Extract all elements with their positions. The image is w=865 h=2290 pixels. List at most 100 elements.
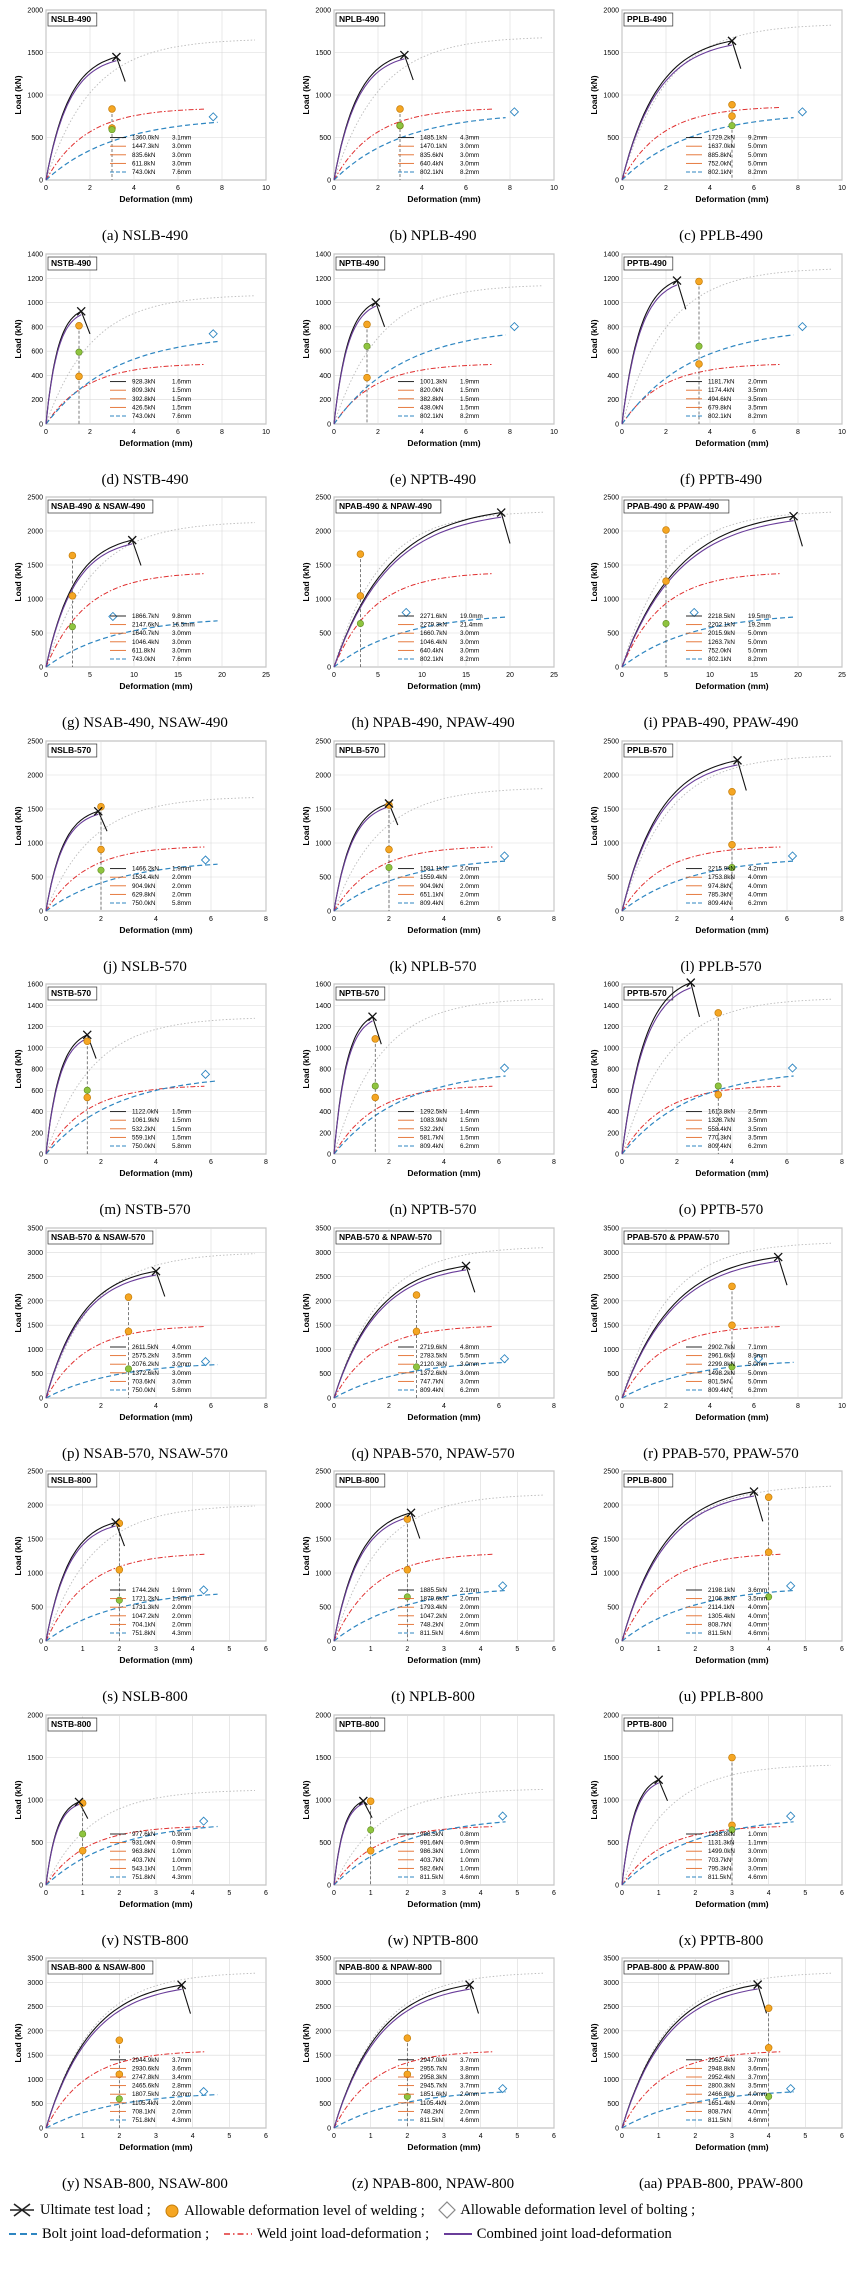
combined-curve (621, 1260, 779, 1398)
y-tick-label: 1400 (27, 1003, 43, 1010)
data-label-deformation: 3.5mm (748, 395, 767, 402)
chart-svg: 0 1 2 3 4 5 6 0 500 1000 1500 2000 2500 3000 3500 Defor… (589, 1956, 844, 2153)
combined-allow-marker (125, 1364, 133, 1372)
y-tick-label: 1000 (603, 1797, 619, 1804)
weld-allow-marker (728, 112, 736, 120)
data-label-load: 802.1kN (420, 169, 444, 176)
data-label-load: 809.4kN (420, 1143, 444, 1150)
bolt-curve (621, 333, 794, 424)
data-label-load: 904.9kN (420, 882, 444, 889)
weld-allow-marker (764, 2004, 773, 2012)
combined-curve (333, 516, 502, 668)
y-tick-label: 2000 (315, 529, 331, 536)
legend-combined-curve: Combined joint load-deformation (443, 2222, 672, 2246)
chart-caption: (q) NPAB-570, NPAW-570 (351, 1445, 515, 1462)
chart-caption: (l) PPLB-570 (680, 958, 762, 975)
weld-allow-marker (728, 101, 736, 109)
chart-panel: 0 1 2 3 4 5 6 0 500 1000 1500 2000 2500 3000 3500 Defor… (298, 1950, 568, 2193)
bolt-allow-marker (509, 321, 520, 331)
x-tick-label: 0 (620, 1890, 624, 1897)
data-label-deformation: 2.0mm (172, 891, 191, 898)
x-tick-label: 0 (44, 429, 48, 436)
data-label-deformation: 3.5mm (748, 1596, 767, 1603)
y-tick-label: 2500 (315, 1274, 331, 1281)
bolt-allow-marker (200, 1069, 211, 1079)
y-tick-label: 2000 (603, 529, 619, 536)
data-label-load: 1731.3kN (132, 1604, 159, 1611)
y-tick-label: 0 (39, 421, 43, 428)
chart-panel: 0 2 4 6 8 10 0 500 1000 1500 2000 Deformation (mm) L… (298, 2, 568, 245)
combined-curve (621, 1781, 659, 1885)
data-label-load: 835.6kN (420, 152, 444, 159)
data-label-deformation: 3.0mm (460, 152, 479, 159)
x-axis-label: Deformation (mm) (695, 681, 768, 691)
combined-curve (621, 1988, 758, 2129)
data-label-load: 2279.3kN (420, 622, 447, 629)
legend-bolt-curve: Bolt joint load-deformation ; (8, 2222, 209, 2246)
x-tick-label: 4 (767, 1890, 771, 1897)
data-label-load: 2800.3kN (708, 2083, 735, 2090)
x-tick-label: 8 (796, 1403, 800, 1410)
test-curve (621, 40, 742, 181)
data-label-deformation: 8.2mm (460, 169, 479, 176)
y-tick-label: 2500 (315, 1469, 331, 1476)
combined-curve (333, 1020, 373, 1155)
chart-panel: 0 5 10 15 20 25 0 500 1000 1500 2000 2500 Deformatio… (10, 489, 280, 732)
data-label-deformation: 3.0mm (460, 1369, 479, 1376)
x-tick-label: 8 (840, 1159, 844, 1166)
weld-allow-marker (115, 2070, 124, 2079)
bolt-allow-marker (208, 328, 218, 338)
data-label-deformation: 4.0mm (748, 1613, 767, 1620)
bolt-curve (333, 1820, 506, 1885)
weld-allow-marker (363, 373, 371, 381)
x-tick-label: 3 (154, 1890, 158, 1897)
y-tick-label: 1000 (315, 1571, 331, 1578)
y-tick-label: 2500 (27, 2004, 43, 2011)
x-axis-label: Deformation (mm) (407, 1655, 480, 1665)
data-label-load: 809.4kN (420, 1387, 444, 1394)
y-tick-label: 1600 (27, 982, 43, 989)
combined-allowance-curve (333, 998, 544, 1155)
x-tick-label: 1 (657, 1890, 661, 1897)
y-tick-label: 600 (607, 1088, 619, 1095)
data-label-deformation: 3.4mm (172, 2074, 191, 2081)
y-tick-label: 2500 (603, 1274, 619, 1281)
weld-allow-marker (68, 551, 77, 560)
x-tick-label: 0 (332, 1403, 336, 1410)
data-label-deformation: 1.0mm (748, 1831, 767, 1838)
x-tick-label: 6 (264, 2133, 268, 2140)
combined-allow-marker (83, 1086, 91, 1094)
data-label-load: 811.5kN (420, 1630, 443, 1637)
x-tick-label: 2 (387, 1159, 391, 1166)
y-tick-label: 600 (319, 1088, 331, 1095)
weld-allow-marker (728, 1282, 736, 1290)
test-curve (45, 1984, 192, 2129)
x-tick-label: 6 (785, 1159, 789, 1166)
chart-svg: 0 2 4 6 8 10 0 200 400 600 800 1000 1200 1400 Deformat… (589, 251, 846, 448)
x-tick-label: 0 (332, 916, 336, 923)
weld-allow-marker (764, 1493, 773, 1501)
x-tick-label: 2 (664, 185, 668, 192)
bolt-curve (45, 1593, 218, 1642)
bolt-curve (333, 616, 506, 668)
data-label-load: 1122.0kN (132, 1109, 159, 1116)
y-tick-label: 1500 (315, 50, 331, 57)
y-tick-label: 500 (319, 1605, 331, 1612)
data-label-deformation: 5.0mm (748, 1361, 767, 1368)
data-label-deformation: 3.7mm (748, 2074, 767, 2081)
x-tick-label: 0 (44, 916, 48, 923)
data-label-deformation: 1.5mm (172, 387, 191, 394)
y-axis-label: Load (kN) (301, 1536, 311, 1575)
figure-legend: Ultimate test load ; Allowable deformati… (0, 2196, 865, 2290)
bolt-curve (333, 1075, 506, 1155)
x-tick-label: 2 (664, 429, 668, 436)
combined-allow-marker (728, 1825, 736, 1833)
data-label-load: 1885.5kN (420, 1587, 447, 1594)
y-tick-label: 1000 (603, 840, 619, 847)
chart-caption: (g) NSAB-490, NSAW-490 (62, 715, 228, 731)
x-tick-label: 0 (332, 1646, 336, 1653)
x-axis-label: Deformation (mm) (119, 194, 192, 204)
x-tick-label: 6 (464, 185, 468, 192)
y-tick-label: 3500 (603, 1956, 619, 1963)
weld-allow-marker (115, 1566, 124, 1574)
